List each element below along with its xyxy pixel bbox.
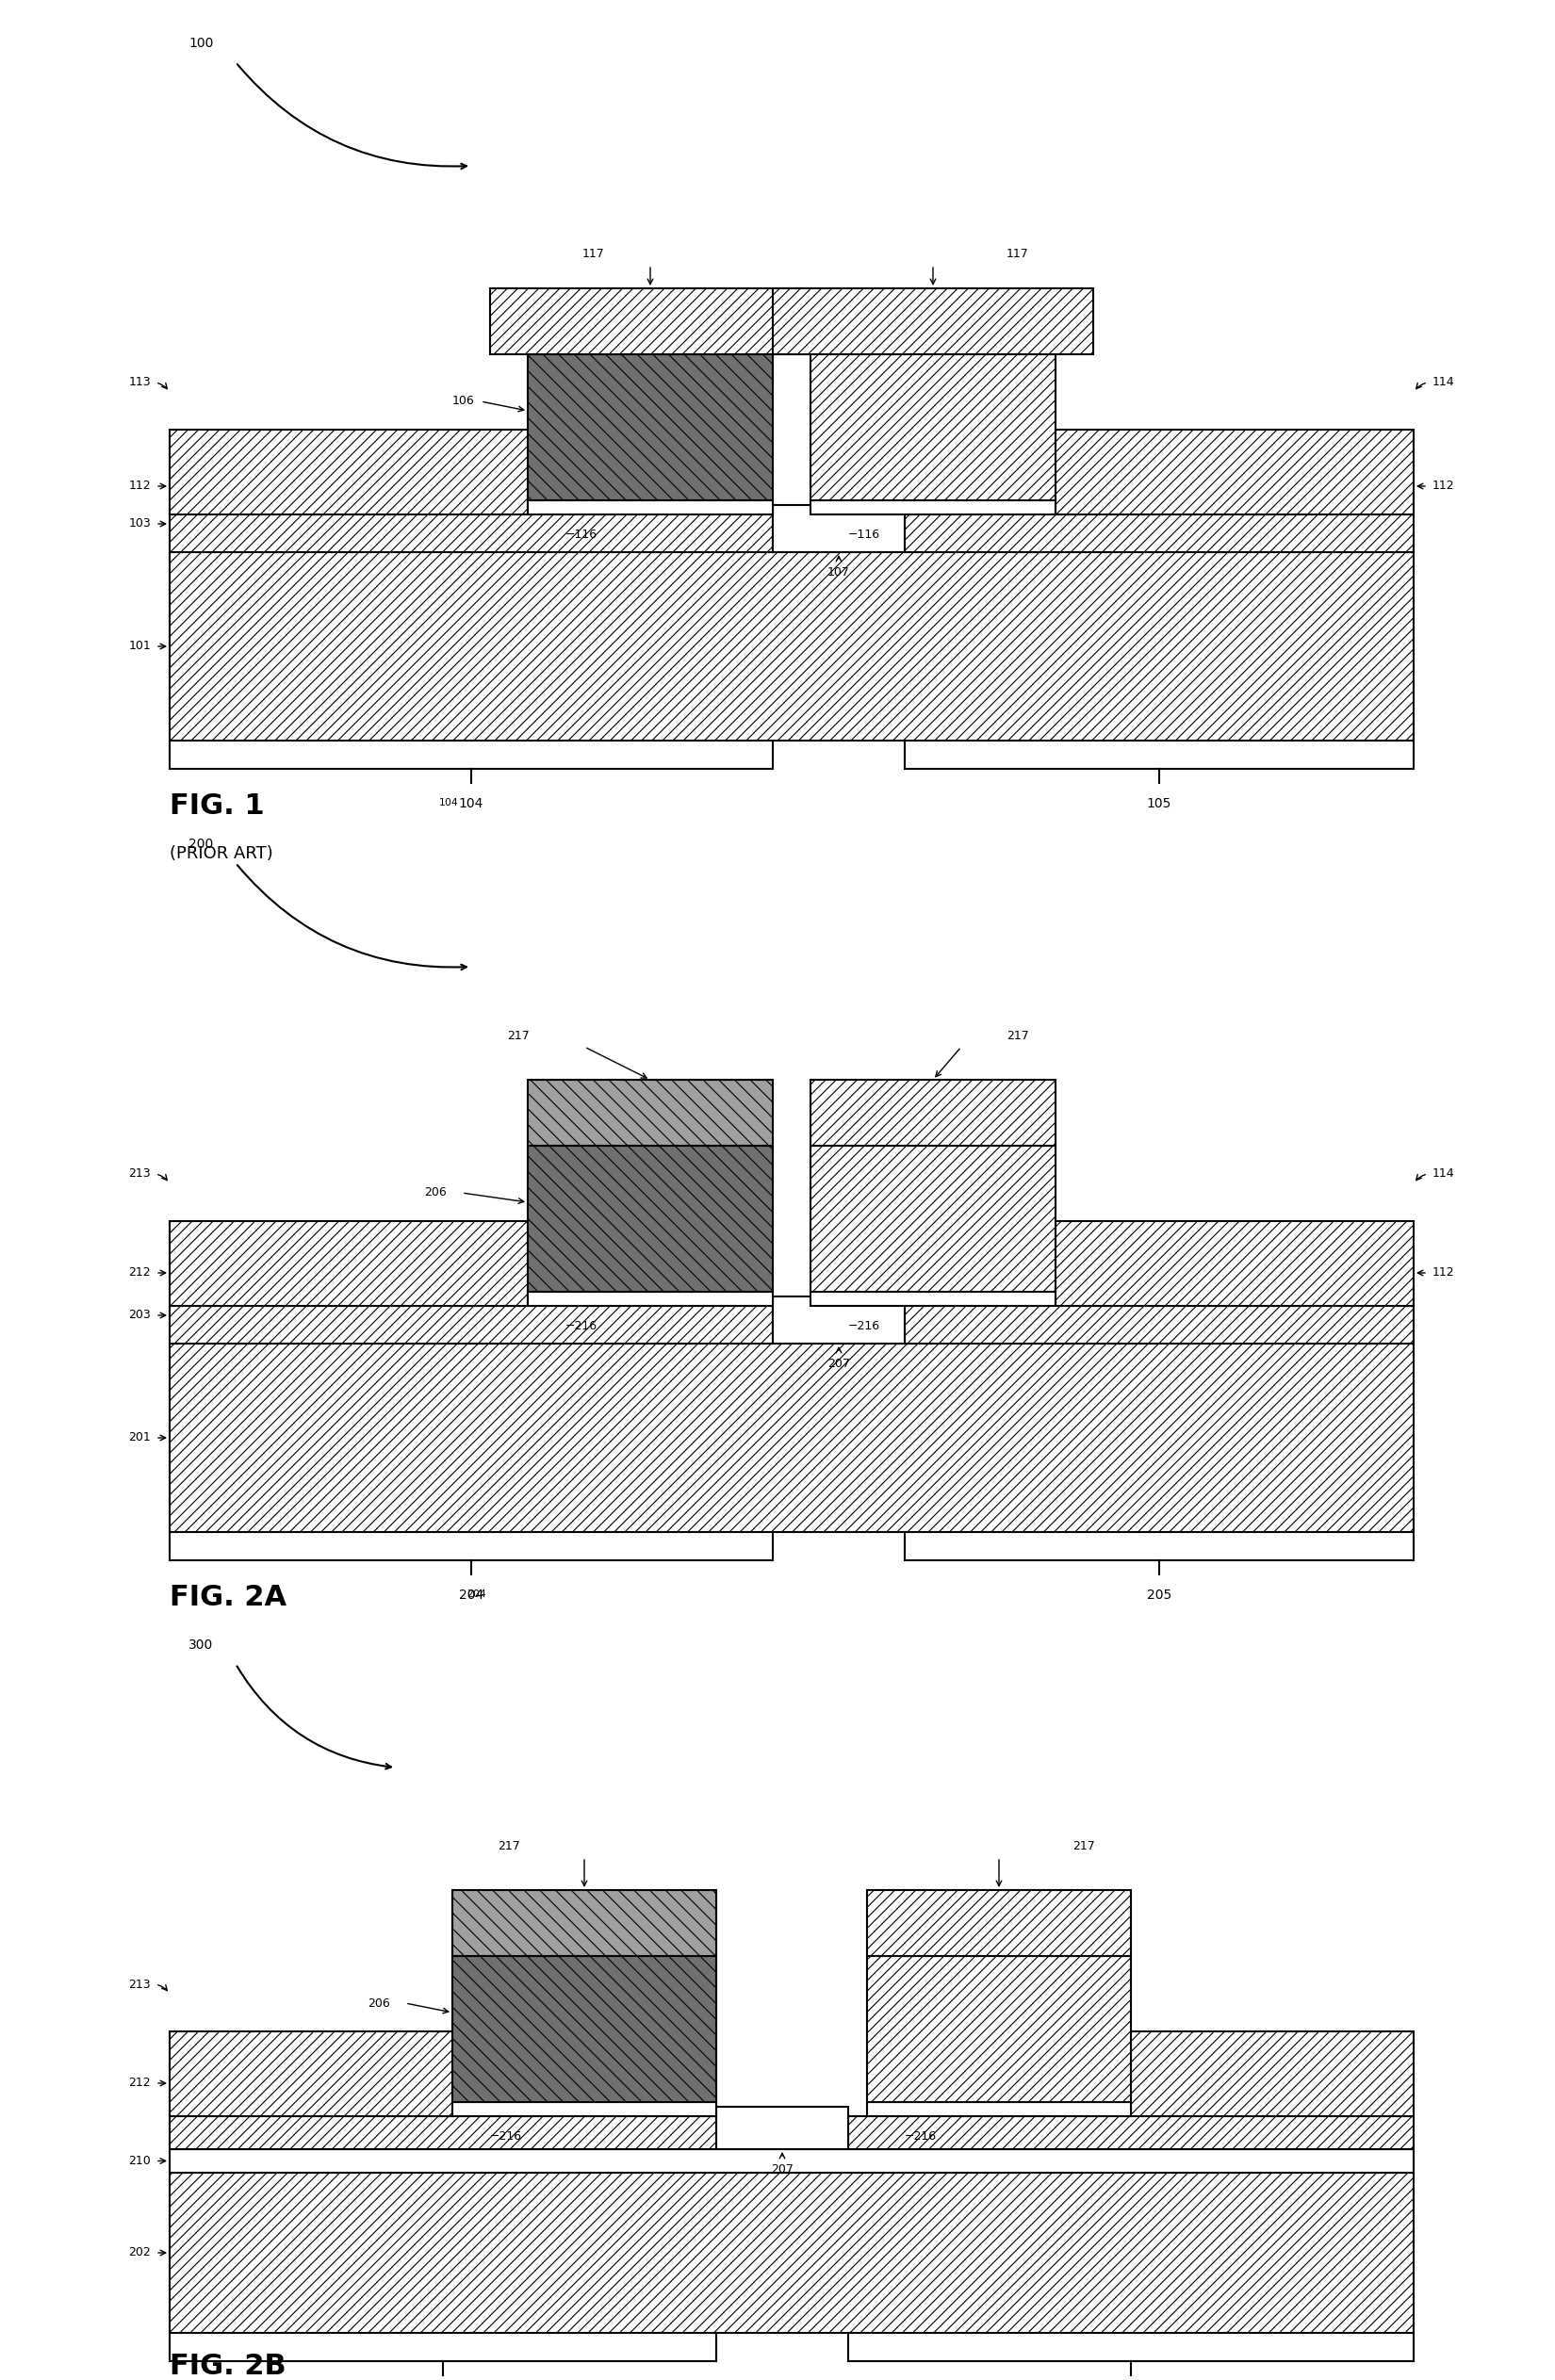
Text: −216: −216 bbox=[566, 1321, 597, 1333]
Bar bbox=[717, 2106, 847, 2149]
Bar bbox=[868, 2102, 1130, 2116]
Bar bbox=[490, 288, 810, 355]
Bar bbox=[169, 1307, 773, 1345]
Bar bbox=[810, 500, 1056, 514]
Bar bbox=[453, 1890, 717, 1956]
Text: FIG. 2A: FIG. 2A bbox=[169, 1585, 286, 1611]
Bar bbox=[527, 1081, 773, 1145]
Text: 117: 117 bbox=[1006, 248, 1029, 259]
Bar bbox=[453, 2102, 717, 2116]
Text: 206: 206 bbox=[367, 1997, 390, 2009]
Bar bbox=[773, 1297, 905, 1345]
Text: 114: 114 bbox=[1432, 376, 1455, 388]
Bar bbox=[810, 1292, 1056, 1307]
Bar bbox=[453, 1956, 717, 2102]
Text: 100: 100 bbox=[188, 36, 213, 50]
Text: 207: 207 bbox=[827, 1357, 851, 1371]
Text: 217: 217 bbox=[507, 1031, 530, 1042]
Text: 202: 202 bbox=[129, 2247, 151, 2259]
Text: 106: 106 bbox=[453, 395, 474, 407]
Text: 105: 105 bbox=[1146, 797, 1171, 809]
Text: $^{104}$: $^{104}$ bbox=[434, 797, 459, 816]
Bar bbox=[810, 355, 1056, 500]
Bar bbox=[847, 2116, 1413, 2149]
Text: 300: 300 bbox=[188, 1637, 213, 1652]
Text: 112: 112 bbox=[1432, 481, 1455, 493]
Text: 200: 200 bbox=[188, 838, 213, 850]
Bar bbox=[905, 514, 1413, 552]
Bar bbox=[527, 500, 773, 514]
Bar bbox=[1056, 1221, 1413, 1307]
Bar bbox=[868, 1890, 1130, 1956]
Text: 217: 217 bbox=[1073, 1840, 1095, 1852]
Text: 112: 112 bbox=[1432, 1266, 1455, 1278]
Text: 112: 112 bbox=[129, 481, 151, 493]
Bar bbox=[773, 505, 905, 552]
Bar bbox=[810, 1145, 1056, 1292]
Text: 117: 117 bbox=[583, 248, 605, 259]
Text: 210: 210 bbox=[129, 2154, 151, 2168]
Bar bbox=[905, 1307, 1413, 1345]
Bar bbox=[169, 2116, 717, 2149]
Text: 213: 213 bbox=[129, 1978, 151, 1990]
Text: 201: 201 bbox=[129, 1433, 151, 1445]
Text: FIG. 1: FIG. 1 bbox=[169, 793, 264, 821]
Text: 207: 207 bbox=[771, 2163, 793, 2175]
Text: $^{204}$: $^{204}$ bbox=[462, 1590, 487, 1607]
Bar bbox=[527, 1145, 773, 1292]
Text: −216: −216 bbox=[905, 2130, 936, 2142]
Text: 203: 203 bbox=[129, 1309, 151, 1321]
Text: 212: 212 bbox=[129, 2078, 151, 2090]
Text: 114: 114 bbox=[1432, 1169, 1455, 1180]
Text: 101: 101 bbox=[129, 640, 151, 652]
Bar bbox=[868, 1956, 1130, 2102]
Bar bbox=[169, 2173, 1413, 2332]
Bar bbox=[527, 1292, 773, 1307]
Text: −216: −216 bbox=[490, 2130, 522, 2142]
Bar bbox=[169, 1345, 1413, 1533]
Text: 113: 113 bbox=[129, 376, 151, 388]
Text: −116: −116 bbox=[566, 528, 597, 540]
Bar bbox=[1056, 431, 1413, 514]
Bar bbox=[1130, 2033, 1413, 2116]
Text: 212: 212 bbox=[129, 1266, 151, 1278]
Bar bbox=[169, 2033, 453, 2116]
Text: (PRIOR ART): (PRIOR ART) bbox=[169, 845, 274, 862]
Text: 204: 204 bbox=[459, 1587, 484, 1602]
Text: −216: −216 bbox=[847, 1321, 880, 1333]
Text: −116: −116 bbox=[847, 528, 880, 540]
Text: 103: 103 bbox=[129, 519, 151, 531]
Text: 205: 205 bbox=[1148, 1587, 1171, 1602]
Text: 206: 206 bbox=[425, 1188, 446, 1200]
Text: 107: 107 bbox=[827, 566, 851, 578]
Text: 217: 217 bbox=[1006, 1031, 1029, 1042]
Text: 104: 104 bbox=[459, 797, 484, 809]
Bar bbox=[169, 514, 773, 552]
Bar bbox=[169, 2149, 1413, 2173]
Bar bbox=[169, 431, 527, 514]
Text: FIG. 2B: FIG. 2B bbox=[169, 2354, 286, 2380]
Bar bbox=[773, 288, 1093, 355]
Bar bbox=[527, 355, 773, 500]
Bar bbox=[169, 1221, 527, 1307]
Text: 217: 217 bbox=[498, 1840, 519, 1852]
Bar bbox=[810, 1081, 1056, 1145]
Text: 213: 213 bbox=[129, 1169, 151, 1180]
Bar bbox=[169, 552, 1413, 740]
